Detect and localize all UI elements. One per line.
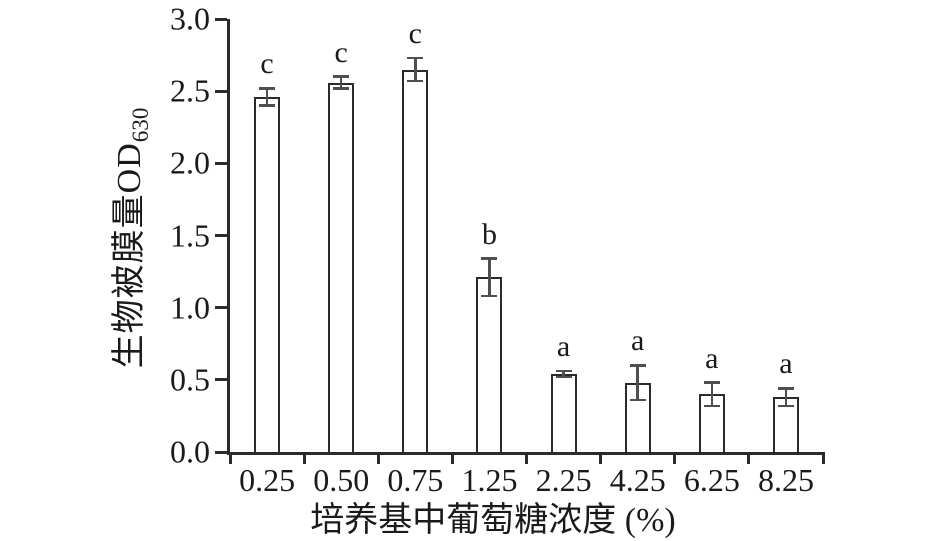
x-axis-tick [376,452,380,464]
y-tick-label: 1.5 [170,216,210,253]
y-tick-label: 3.0 [170,0,210,37]
plot-area: 0.0 0.5 1.0 1.5 2.0 2.5 3.0 c 0.25 c 0.50 c 0.75 b 1.2… [170,2,825,497]
sig-letter: c [260,47,274,81]
sig-letter: a [556,330,571,364]
x-axis-tick [302,452,306,464]
sig-letter: a [705,341,719,375]
error-bar-cap-top [259,87,276,90]
y-axis-tick [215,378,227,382]
sig-letter: c [334,35,348,69]
x-tick-label: 8.25 [757,462,814,498]
x-axis-title: 培养基中葡萄糖浓度 (%) [310,502,676,539]
x-tick-label: 2.25 [535,462,592,498]
error-bar-line [710,382,714,406]
error-bar-line [339,76,343,89]
error-bar-cap-top [333,75,350,78]
sig-letter: a [631,324,645,358]
error-bar-cap-bottom [333,87,350,90]
y-axis-tick [215,161,227,165]
y-tick-label: 2.5 [170,72,210,109]
error-bar-cap-bottom [407,79,424,83]
sig-letter: a [779,347,793,381]
error-bar-cap-bottom [555,375,572,379]
error-bar-line [265,88,269,106]
error-bar-cap-top [703,381,720,384]
bar [402,69,429,455]
y-axis-tick [215,89,227,93]
bar [550,374,577,455]
error-bar-cap-top [629,364,646,367]
error-bar-line [488,258,491,297]
y-tick-label: 2.0 [170,144,210,181]
error-bar-cap-top [481,257,498,260]
x-axis-tick [228,452,232,464]
y-axis-line [227,19,230,455]
y-axis-title-subscript: 630 [127,107,154,143]
x-tick-label: 6.25 [683,462,740,498]
y-axis-tick [215,234,227,237]
error-bar-cap-bottom [481,294,498,298]
y-tick-label: 1.0 [170,289,210,326]
error-bar-cap-top [407,56,424,60]
x-tick-label: 0.25 [239,462,296,498]
error-bar-line [414,57,417,82]
error-bar-line [784,388,788,406]
y-axis-tick [215,17,227,21]
bar [328,82,355,455]
x-axis-tick [821,452,825,464]
x-axis-tick [599,452,603,464]
y-tick-label: 0.0 [170,433,210,470]
x-tick-label: 0.50 [313,462,370,498]
y-axis-tick [215,450,227,454]
error-bar-cap-bottom [777,404,794,408]
error-bar-cap-bottom [259,104,276,107]
x-tick-label: 0.75 [387,462,444,498]
x-axis-tick [525,452,528,464]
error-bar-cap-bottom [703,404,720,408]
x-tick-label: 4.25 [609,462,666,498]
y-axis-tick [215,306,227,310]
x-axis-tick [450,452,454,464]
x-axis-tick [747,452,751,464]
error-bar-cap-bottom [629,398,646,402]
sig-letter: b [481,217,497,251]
error-bar-line [562,371,565,377]
sig-letter: c [408,16,422,50]
error-bar-cap-top [555,369,572,373]
y-tick-label: 0.5 [170,361,210,398]
bar [476,277,503,455]
x-axis-tick [673,452,677,464]
error-bar-cap-top [777,387,794,390]
error-bar-line [636,365,639,401]
x-axis-line [227,452,823,455]
x-tick-label: 1.25 [461,462,518,498]
bar [254,96,281,455]
